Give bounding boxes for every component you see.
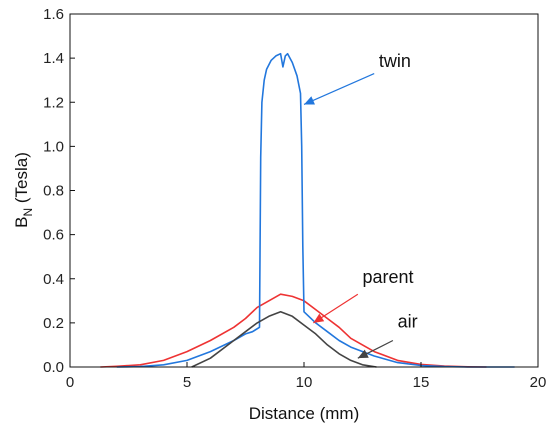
y-axis-title: BN (Tesla) xyxy=(12,152,35,228)
x-tick-label-2: 10 xyxy=(296,374,313,391)
series-layer xyxy=(100,52,515,368)
y-axis-title-subscript: N xyxy=(21,208,35,217)
y-tick-label-1: 0.2 xyxy=(43,315,64,332)
y-axis-title-rest: (Tesla) xyxy=(12,152,31,208)
y-tick-label-2: 0.4 xyxy=(43,271,64,288)
annotation-label-twin: twin xyxy=(379,51,411,71)
y-tick-label-8: 1.6 xyxy=(43,6,64,23)
x-tick-label-4: 20 xyxy=(530,374,547,391)
y-axis-title-main: B xyxy=(12,217,31,228)
y-tick-label-7: 1.4 xyxy=(43,50,64,67)
arrow-layer xyxy=(303,73,394,359)
annotation-arrowhead-parent xyxy=(313,313,325,323)
annotation-label-parent: parent xyxy=(363,267,414,287)
series-line-parent xyxy=(100,293,487,368)
y-tick-label-5: 1.0 xyxy=(43,138,64,155)
annotation-label-air: air xyxy=(398,311,418,331)
y-tick-label-0: 0.0 xyxy=(43,359,64,376)
annotation-layer: twin parent air xyxy=(363,51,418,331)
x-tick-labels: 0 5 10 15 20 xyxy=(66,374,547,391)
x-tick-label-1: 5 xyxy=(183,374,191,391)
series-line-twin xyxy=(116,52,515,368)
x-tick-label-0: 0 xyxy=(66,374,74,391)
x-tick-label-3: 15 xyxy=(413,374,430,391)
annotation-arrowhead-twin xyxy=(304,96,315,105)
y-tick-label-4: 0.8 xyxy=(43,183,64,200)
annotation-arrowhead-air xyxy=(357,349,369,359)
annotation-arrow-twin xyxy=(303,73,375,106)
y-tick-label-3: 0.6 xyxy=(43,227,64,244)
y-tick-label-6: 1.2 xyxy=(43,94,64,111)
series-line-air xyxy=(191,310,377,368)
y-tick-marks xyxy=(70,13,75,368)
x-axis-title: Distance (mm) xyxy=(249,404,360,423)
plot-area-frame xyxy=(69,13,539,368)
x-tick-marks xyxy=(69,362,539,367)
y-tick-labels: 0.0 0.2 0.4 0.6 0.8 1.0 1.2 1.4 1.6 xyxy=(43,6,64,376)
